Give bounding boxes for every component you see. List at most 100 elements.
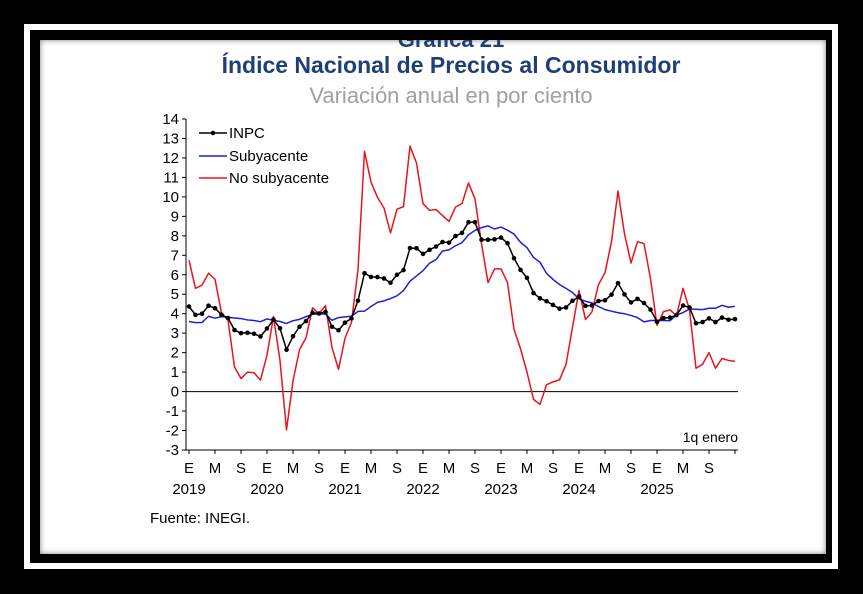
y-tick-label: -2 [166, 423, 179, 440]
x-tick-label: M [287, 460, 300, 477]
data-point-inpc [414, 245, 419, 251]
data-point-inpc [225, 315, 231, 321]
legend: INPC Subyacente No subyacente [199, 125, 329, 187]
data-point-inpc [316, 311, 322, 316]
y-tick-label: 13 [162, 130, 179, 147]
outer-frame [24, 24, 838, 569]
data-point-inpc [459, 230, 465, 236]
y-tick-label: 6 [171, 267, 179, 284]
data-point-inpc [550, 302, 556, 308]
data-point-inpc [186, 304, 192, 309]
x-tick-label: E [340, 460, 350, 477]
data-point-inpc [596, 298, 601, 304]
y-tick-label: 9 [171, 208, 179, 225]
data-point-inpc [433, 244, 439, 249]
data-point-inpc [700, 319, 705, 325]
chart-subtitle: Variación anual en por ciento [309, 83, 592, 108]
x-tick-label: S [314, 460, 324, 477]
x-tick-label: E [652, 460, 662, 477]
y-tick-label: -1 [166, 403, 179, 420]
data-point-inpc [336, 327, 341, 333]
data-point-inpc [264, 326, 270, 331]
y-tick-label: 1 [171, 364, 179, 381]
x-tick-label: E [418, 460, 428, 477]
data-point-inpc [297, 324, 302, 330]
data-point-inpc [355, 298, 361, 303]
data-point-inpc [485, 237, 491, 243]
data-point-inpc [531, 290, 536, 296]
x-year-label: 2019 [172, 481, 205, 498]
data-point-inpc [310, 310, 315, 316]
cut-title: Gráfica 21 [398, 27, 504, 52]
data-point-inpc [362, 270, 367, 276]
data-point-inpc [277, 326, 283, 331]
data-point-inpc [518, 267, 523, 273]
x-tick-label: S [548, 460, 558, 477]
data-point-inpc [680, 303, 686, 308]
data-point-inpc [563, 305, 569, 310]
x-tick-label: E [496, 460, 506, 477]
x-tick-label: E [574, 460, 584, 477]
x-tick-label: S [704, 460, 714, 477]
data-point-inpc [446, 240, 452, 245]
data-point-inpc [303, 318, 309, 324]
data-point-inpc [232, 327, 237, 333]
source-note: Fuente: INEGI. [150, 510, 250, 527]
y-tick-label: 12 [162, 150, 179, 167]
data-point-inpc [401, 267, 406, 273]
data-point-inpc [654, 319, 660, 324]
data-point-inpc [420, 251, 426, 257]
y-tick-label: -3 [166, 442, 179, 459]
chart-panel [40, 40, 826, 554]
x-year-label: 2023 [484, 481, 517, 498]
data-point-inpc [245, 330, 250, 336]
data-point-inpc [635, 296, 640, 302]
data-point-inpc [290, 333, 296, 339]
data-point-inpc [212, 305, 218, 311]
data-point-inpc [193, 312, 198, 318]
data-point-inpc [713, 319, 718, 325]
data-point-inpc [706, 316, 712, 321]
data-point-inpc [609, 292, 614, 297]
data-point-inpc [349, 316, 354, 321]
data-point-inpc [498, 235, 504, 240]
data-point-inpc [602, 297, 608, 303]
data-point-inpc [199, 311, 205, 317]
data-point-inpc [693, 320, 699, 326]
data-point-inpc [381, 276, 387, 281]
data-point-inpc [329, 324, 335, 330]
data-point-inpc [732, 316, 738, 322]
y-tick-label: 10 [162, 189, 179, 206]
x-tick-label: M [521, 460, 534, 477]
x-tick-label: E [184, 460, 194, 477]
data-point-inpc [472, 219, 478, 225]
y-tick-label: 8 [171, 228, 179, 245]
data-point-inpc [524, 275, 530, 281]
x-year-label: 2020 [250, 481, 283, 498]
data-point-inpc [492, 237, 497, 242]
y-tick-label: 11 [163, 169, 179, 186]
data-point-inpc [544, 298, 549, 304]
data-point-inpc [251, 331, 257, 337]
x-tick-label: S [626, 460, 636, 477]
y-tick-label: 2 [171, 345, 179, 362]
x-year-label: 2021 [328, 481, 361, 498]
y-tick-label: 7 [171, 247, 179, 264]
data-point-inpc [557, 306, 562, 311]
y-tick-label: 3 [171, 325, 179, 342]
x-tick-label: S [392, 460, 402, 477]
data-point-inpc [238, 330, 244, 336]
legend-item-no-subyacente: No subyacente [199, 170, 329, 187]
y-tick-label: 4 [171, 306, 179, 323]
data-point-inpc [219, 312, 224, 317]
data-point-inpc [479, 237, 484, 243]
data-point-inpc [641, 300, 647, 306]
x-tick-label: M [365, 460, 378, 477]
series-line-subyacente [188, 225, 736, 325]
data-point-inpc [667, 315, 673, 320]
legend-label: INPC [229, 125, 265, 142]
data-point-inpc [648, 307, 653, 312]
data-point-inpc [615, 280, 621, 286]
data-point-inpc [271, 317, 276, 322]
data-point-inpc [453, 233, 458, 239]
